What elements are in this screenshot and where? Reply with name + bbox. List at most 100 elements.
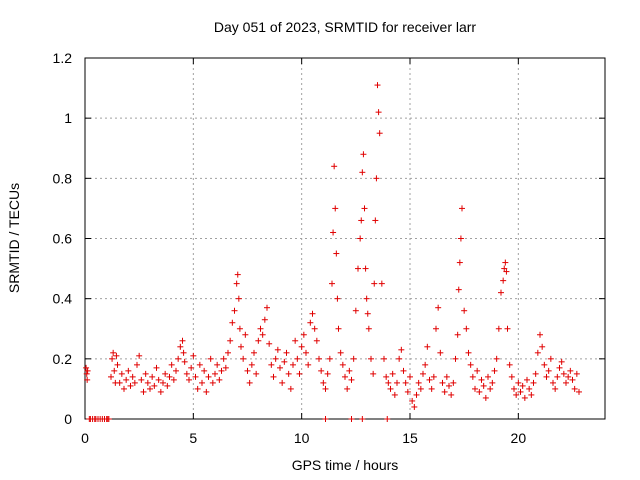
data-point xyxy=(255,337,262,344)
x-tick-label: 5 xyxy=(189,430,197,446)
data-point xyxy=(415,379,422,386)
data-point xyxy=(177,343,184,350)
data-point xyxy=(147,385,153,392)
data-point xyxy=(334,295,341,302)
data-point xyxy=(298,343,305,350)
data-point xyxy=(337,349,344,356)
data-point xyxy=(558,358,565,365)
data-point xyxy=(424,343,431,350)
x-tick-label: 10 xyxy=(294,430,310,446)
y-tick-label: 0.4 xyxy=(53,291,73,307)
data-point xyxy=(365,325,372,332)
data-point xyxy=(502,259,509,266)
data-point xyxy=(142,370,149,377)
x-tick-label: 20 xyxy=(511,430,527,446)
data-point xyxy=(220,355,227,362)
data-point xyxy=(456,259,463,266)
data-point xyxy=(402,379,409,386)
data-point xyxy=(361,205,368,212)
data-point xyxy=(391,391,398,398)
data-point xyxy=(331,163,338,170)
data-point xyxy=(153,364,160,371)
data-point xyxy=(194,385,201,392)
y-tick-label: 1 xyxy=(64,110,72,126)
data-point xyxy=(118,370,125,377)
data-point xyxy=(398,346,405,353)
data-point xyxy=(311,325,318,332)
data-point xyxy=(83,370,90,377)
data-point xyxy=(240,355,247,362)
data-point xyxy=(287,385,294,392)
data-point xyxy=(346,367,353,374)
data-point xyxy=(528,391,535,398)
data-point xyxy=(430,373,437,380)
data-point xyxy=(246,379,253,386)
data-point xyxy=(339,361,346,368)
data-point xyxy=(530,379,537,386)
data-point xyxy=(547,355,554,362)
data-point xyxy=(359,416,366,422)
data-point xyxy=(180,349,187,356)
data-point xyxy=(330,229,337,236)
data-point xyxy=(358,217,365,224)
data-point xyxy=(290,361,296,368)
data-point xyxy=(181,358,188,365)
data-point xyxy=(482,394,489,401)
data-point xyxy=(457,235,464,242)
data-point xyxy=(426,376,433,383)
data-point xyxy=(467,361,474,368)
data-point xyxy=(422,361,429,368)
data-point xyxy=(524,376,530,383)
data-point xyxy=(454,331,461,338)
data-point xyxy=(218,367,225,374)
data-point xyxy=(114,361,121,368)
data-point xyxy=(476,388,483,395)
data-point xyxy=(563,379,569,386)
y-axis-label: SRMTID / TECUs xyxy=(6,183,22,293)
data-point xyxy=(400,367,407,374)
data-point xyxy=(513,391,520,398)
data-point xyxy=(196,361,203,368)
data-point xyxy=(448,391,455,398)
data-point xyxy=(500,277,507,284)
data-point xyxy=(521,394,528,401)
data-point xyxy=(385,379,392,386)
data-point xyxy=(450,379,457,386)
data-point xyxy=(324,370,331,377)
data-point xyxy=(270,373,277,380)
data-point xyxy=(571,385,578,392)
data-point xyxy=(322,385,329,392)
data-point xyxy=(326,355,333,362)
data-point xyxy=(359,169,366,176)
data-point xyxy=(329,280,335,287)
data-point xyxy=(242,331,249,338)
data-point xyxy=(244,367,251,374)
data-point xyxy=(209,379,216,386)
data-point xyxy=(465,349,472,356)
data-point xyxy=(495,325,502,332)
data-point xyxy=(368,355,374,362)
data-point xyxy=(552,385,559,392)
data-point xyxy=(469,373,476,380)
data-point xyxy=(439,379,446,386)
data-point xyxy=(248,361,255,368)
tick-layer: 0 5 10 15 20 0 0.2 0.4 0.6 0.8 1 1.2 xyxy=(53,50,605,446)
data-point xyxy=(441,388,448,395)
data-point xyxy=(231,307,238,314)
data-point xyxy=(383,373,390,380)
data-point xyxy=(151,382,158,389)
data-point xyxy=(170,376,177,383)
data-point xyxy=(409,397,416,404)
data-point xyxy=(233,280,240,287)
data-point xyxy=(277,364,283,371)
data-point xyxy=(113,352,120,359)
data-point xyxy=(207,355,214,362)
data-point xyxy=(394,379,400,386)
data-point xyxy=(164,382,171,389)
data-point xyxy=(136,352,143,359)
data-point xyxy=(567,367,574,374)
data-point xyxy=(283,349,290,356)
data-point xyxy=(305,361,312,368)
data-point xyxy=(188,364,195,371)
